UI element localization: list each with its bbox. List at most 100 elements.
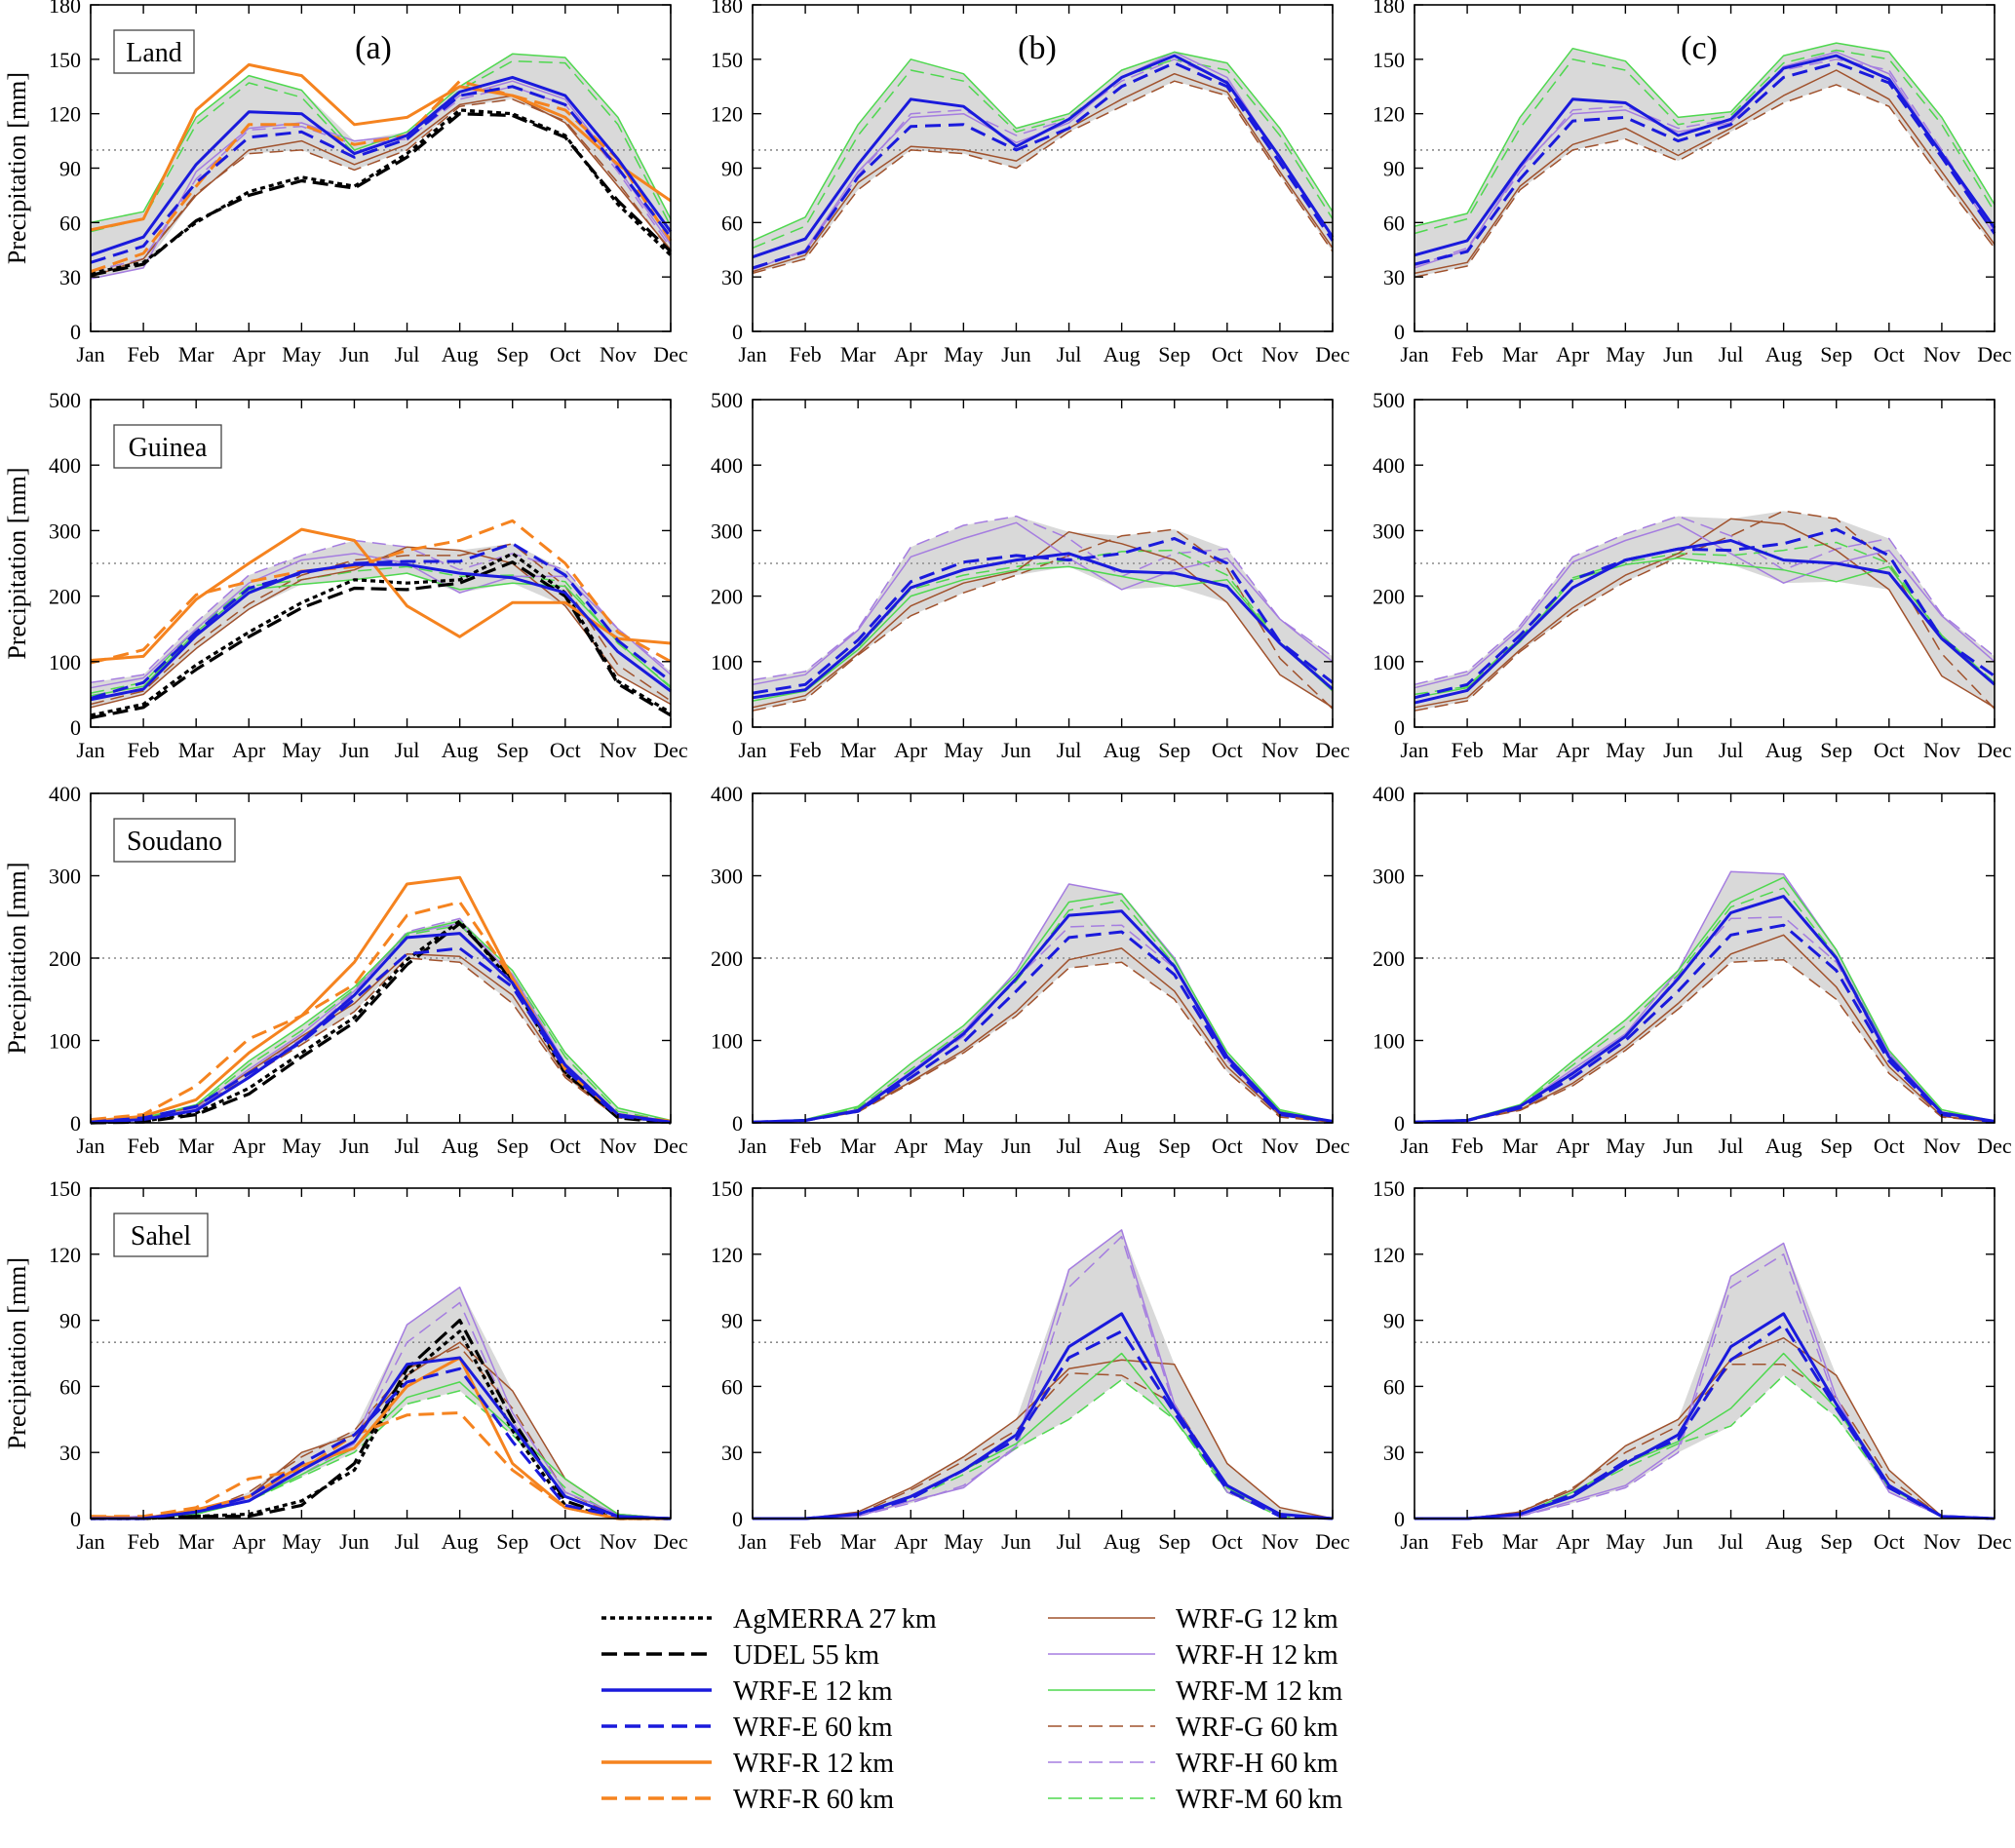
y-tick-label: 120 bbox=[49, 1243, 81, 1267]
x-tick-label: Mar bbox=[840, 342, 876, 366]
x-tick-label: Jan bbox=[738, 1134, 766, 1158]
y-tick-label: 400 bbox=[711, 453, 743, 478]
column-label: (b) bbox=[1018, 30, 1057, 66]
series-wrfe12 bbox=[1414, 1312, 1996, 1521]
legend-item-wrfm60: WRF-M 60 km bbox=[1048, 1785, 1343, 1815]
ensemble-envelope bbox=[753, 52, 1333, 274]
series-udel bbox=[91, 1318, 671, 1521]
y-axis-label: Precipitation [mm] bbox=[3, 467, 31, 659]
x-tick-label: Jan bbox=[1400, 738, 1428, 762]
region-label-box bbox=[113, 818, 236, 863]
x-tick-label: Feb bbox=[128, 738, 160, 762]
series-wrfe12 bbox=[90, 932, 672, 1124]
panel-soudano-2: 0 100 200 300 400 Jan Feb Mar Apr May Jun Jul Aug Sep… bbox=[711, 782, 1350, 1158]
x-tick-label: Sep bbox=[496, 1529, 528, 1554]
x-tick-label: May bbox=[282, 1134, 321, 1158]
series-wrfh12 bbox=[752, 521, 1334, 686]
x-tick-label: Feb bbox=[790, 738, 822, 762]
y-tick-label: 30 bbox=[59, 265, 81, 289]
legend-item-wrfm12: WRF-M 12 km bbox=[1048, 1676, 1343, 1707]
series-wrfm12 bbox=[1414, 42, 1996, 227]
y-tick-label: 200 bbox=[711, 585, 743, 609]
series-wrfe60 bbox=[1414, 527, 1996, 700]
x-tick-label: May bbox=[1606, 1529, 1645, 1554]
x-tick-label: May bbox=[944, 1134, 983, 1158]
y-tick-label: 60 bbox=[721, 211, 743, 235]
y-tick-label: 30 bbox=[59, 1441, 81, 1465]
x-tick-label: Dec bbox=[653, 1529, 688, 1554]
y-tick-label: 90 bbox=[59, 157, 81, 181]
legend: AgMERRA 27 km UDEL 55 km WRF-E 12 km WRF-E … bbox=[601, 1604, 1343, 1815]
x-tick-label: Mar bbox=[1502, 738, 1538, 762]
x-tick-label: Sep bbox=[1820, 342, 1852, 366]
series-agmerra bbox=[90, 919, 672, 1125]
y-tick-label: 100 bbox=[711, 1029, 743, 1054]
x-tick-label: Oct bbox=[1212, 1134, 1243, 1158]
y-tick-label: 400 bbox=[49, 453, 81, 478]
plot-frame bbox=[90, 1187, 672, 1520]
region-label-soudano: Soudano bbox=[113, 818, 236, 863]
region-label-text: Land bbox=[126, 38, 182, 68]
y-tick-label: 100 bbox=[1373, 650, 1405, 674]
x-tick-label: Feb bbox=[1452, 342, 1484, 366]
x-tick-label: Dec bbox=[653, 342, 688, 366]
y-tick-label: 150 bbox=[49, 48, 81, 72]
y-tick-label: 0 bbox=[732, 715, 743, 740]
series-wrfg60 bbox=[752, 528, 1334, 712]
y-tick-label: 0 bbox=[732, 1507, 743, 1531]
y-tick-label: 500 bbox=[49, 388, 81, 412]
y-tick-label: 30 bbox=[1383, 1441, 1405, 1465]
plot-frame bbox=[752, 399, 1334, 728]
x-tick-label: Aug bbox=[1104, 738, 1141, 762]
y-tick-label: 60 bbox=[59, 1374, 81, 1399]
region-label-box bbox=[113, 29, 195, 74]
x-tick-label: Nov bbox=[600, 738, 637, 762]
x-tick-label: Jul bbox=[1057, 342, 1082, 366]
series-udel bbox=[90, 921, 672, 1125]
series-wrfm60 bbox=[752, 58, 1334, 250]
x-tick-label: Jul bbox=[1057, 1529, 1082, 1554]
y-axis-label: Precipitation [mm] bbox=[3, 862, 31, 1054]
x-tick-label: Jun bbox=[1663, 738, 1693, 762]
plot-frame bbox=[1414, 399, 1996, 728]
series-wrfh60 bbox=[90, 539, 672, 684]
x-tick-label: Jun bbox=[1001, 1529, 1031, 1554]
x-tick-label: Jul bbox=[395, 342, 420, 366]
series-wrfe12 bbox=[752, 909, 1334, 1124]
x-tick-label: Apr bbox=[1556, 342, 1590, 366]
series-wrfr12 bbox=[90, 527, 672, 662]
x-tick-label: Jan bbox=[738, 1529, 766, 1554]
x-tick-label: Oct bbox=[1874, 1529, 1905, 1554]
x-tick-label: Jun bbox=[339, 738, 369, 762]
x-tick-label: Dec bbox=[1315, 1134, 1350, 1158]
x-tick-label: Mar bbox=[840, 1134, 876, 1158]
x-tick-label: Aug bbox=[442, 738, 479, 762]
y-tick-label: 300 bbox=[1373, 865, 1405, 889]
legend-label: WRF-H 12 km bbox=[1176, 1640, 1338, 1671]
x-tick-label: Jul bbox=[1719, 1529, 1744, 1554]
x-tick-label: Mar bbox=[1502, 1529, 1538, 1554]
x-tick-label: Jun bbox=[1663, 1529, 1693, 1554]
panel-soudano-1: 0 100 200 300 400 Jan Feb Mar Apr May Jun Jul Aug Sep… bbox=[3, 782, 688, 1158]
region-label-box bbox=[113, 424, 222, 469]
x-tick-label: May bbox=[944, 342, 983, 366]
legend-item-wrfr60: WRF-R 60 km bbox=[601, 1785, 894, 1815]
x-tick-label: Feb bbox=[128, 1529, 160, 1554]
x-tick-label: Sep bbox=[496, 738, 528, 762]
x-tick-label: Nov bbox=[1923, 342, 1960, 366]
x-tick-label: Dec bbox=[1977, 738, 2012, 762]
legend-item-agmerra: AgMERRA 27 km bbox=[601, 1604, 937, 1635]
y-axis-label: Precipitation [mm] bbox=[3, 72, 31, 264]
y-tick-label: 150 bbox=[711, 48, 743, 72]
y-tick-label: 200 bbox=[49, 585, 81, 609]
series-wrfh12 bbox=[90, 80, 672, 280]
ensemble-envelope bbox=[91, 54, 671, 279]
x-tick-label: Jun bbox=[1663, 342, 1693, 366]
x-tick-label: Apr bbox=[1556, 738, 1590, 762]
y-tick-label: 120 bbox=[49, 102, 81, 127]
x-tick-label: Jun bbox=[1001, 1134, 1031, 1158]
series-wrfr60 bbox=[90, 901, 672, 1123]
legend-label: WRF-R 12 km bbox=[733, 1749, 894, 1779]
legend-label: WRF-M 60 km bbox=[1176, 1785, 1343, 1815]
x-tick-label: Feb bbox=[128, 1134, 160, 1158]
